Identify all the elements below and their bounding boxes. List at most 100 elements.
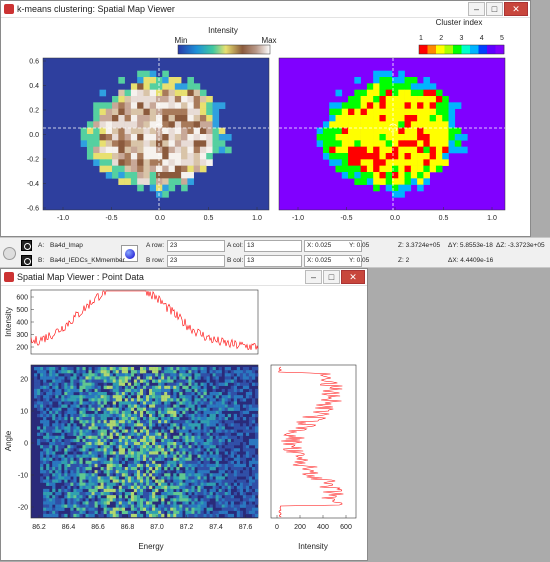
image-pixel <box>248 395 253 399</box>
crosshair-left[interactable] <box>43 58 269 210</box>
cluster-pixel <box>423 165 430 173</box>
image-pixel <box>152 488 156 493</box>
image-pixel <box>43 460 47 465</box>
image-pixel <box>85 492 89 496</box>
close-button[interactable]: ✕ <box>341 270 365 284</box>
image-pixel <box>58 442 62 446</box>
image-pixel <box>221 442 225 446</box>
intensity-pixel <box>93 115 100 122</box>
lock-icon[interactable] <box>3 247 16 260</box>
window-titlebar[interactable]: k-means clustering: Spatial Map Viewer –… <box>1 1 530 18</box>
image-pixel <box>248 438 253 443</box>
minimize-button[interactable]: – <box>468 2 485 16</box>
window-titlebar[interactable]: Spatial Map Viewer : Point Data – □ ✕ <box>1 269 367 286</box>
image-pixel <box>152 463 156 468</box>
image-pixel <box>64 417 68 421</box>
cluster-pixel <box>385 96 393 103</box>
image-pixel <box>209 463 213 468</box>
cluster-pixel <box>329 115 336 122</box>
image-pixel <box>142 376 147 380</box>
image-pixel <box>194 501 198 505</box>
image-pixel <box>173 388 177 393</box>
intensity-pixel <box>137 70 144 78</box>
image-pixel <box>82 426 86 430</box>
image-pixel <box>221 498 225 502</box>
image-pixel <box>64 426 68 430</box>
cluster-pixel <box>341 153 349 160</box>
image-pixel <box>142 501 147 505</box>
image-pixel <box>115 473 119 477</box>
image-pixel <box>67 423 71 427</box>
intensity-pixel <box>143 108 151 116</box>
cursor-b-icon[interactable] <box>21 255 32 266</box>
image-pixel <box>64 460 68 465</box>
image-pixel <box>82 445 86 449</box>
intensity-pixel <box>130 115 138 122</box>
intensity-pixel <box>199 89 207 97</box>
a-row-field[interactable]: 23 <box>167 240 225 252</box>
image-pixel <box>188 438 192 443</box>
image-pixel <box>155 513 159 518</box>
image-pixel <box>94 426 98 430</box>
image-pixel <box>173 404 177 408</box>
image-pixel <box>115 367 119 371</box>
image-pixel <box>136 501 141 505</box>
cursor-style-button[interactable] <box>121 245 138 262</box>
image-pixel <box>100 423 104 427</box>
b-row-label: B row: <box>146 257 165 264</box>
image-pixel <box>227 379 231 383</box>
cursor-a-icon[interactable] <box>21 240 32 251</box>
image-pixel <box>43 498 47 502</box>
image-pixel <box>34 373 38 377</box>
image-pixel <box>227 476 231 480</box>
image-pixel <box>245 370 250 374</box>
image-pixel <box>121 510 126 515</box>
image-pixel <box>191 385 195 390</box>
cluster-colorbar <box>418 44 505 55</box>
b-row-field[interactable]: 23 <box>167 255 225 267</box>
image-pixel <box>236 438 241 443</box>
image-pixel <box>142 395 147 399</box>
image-pixel <box>103 385 107 390</box>
intensity-pixel <box>149 178 157 185</box>
image-pixel <box>43 417 47 421</box>
image-pixel <box>227 388 231 393</box>
cluster-pixel <box>392 134 399 141</box>
maximize-button[interactable]: □ <box>323 270 340 284</box>
image-pixel <box>188 404 192 408</box>
angle-energy-image <box>34 367 259 518</box>
close-button[interactable]: ✕ <box>504 2 528 16</box>
crosshair-right[interactable] <box>279 58 505 210</box>
image-pixel <box>49 501 53 505</box>
intensity-pixel <box>193 146 201 154</box>
b-col-field[interactable]: 13 <box>244 255 302 267</box>
image-pixel <box>158 395 162 399</box>
maximize-button[interactable]: □ <box>486 2 503 16</box>
image-pixel <box>155 479 159 483</box>
intensity-pixel <box>174 140 182 147</box>
image-pixel <box>245 429 250 433</box>
intensity-pixel <box>93 134 100 141</box>
image-pixel <box>248 479 253 483</box>
image-pixel <box>49 404 53 408</box>
image-pixel <box>149 463 153 468</box>
side-x-tick-label: 0 <box>275 524 279 531</box>
image-pixel <box>155 488 159 493</box>
image-pixel <box>73 417 77 421</box>
image-pixel <box>61 504 65 508</box>
a-col-field[interactable]: 13 <box>244 240 302 252</box>
image-pixel <box>79 420 83 424</box>
image-pixel <box>85 426 89 430</box>
image-pixel <box>82 467 86 471</box>
minimize-button[interactable]: – <box>305 270 322 284</box>
image-pixel <box>82 501 86 505</box>
image-pixel <box>112 388 116 393</box>
image-pixel <box>197 401 201 405</box>
image-pixel <box>203 476 207 480</box>
image-pixel <box>49 492 53 496</box>
image-pixel <box>106 467 110 471</box>
image-pixel <box>221 488 225 493</box>
image-pixel <box>185 473 189 477</box>
image-pixel <box>215 454 219 458</box>
image-pixel <box>185 420 189 424</box>
